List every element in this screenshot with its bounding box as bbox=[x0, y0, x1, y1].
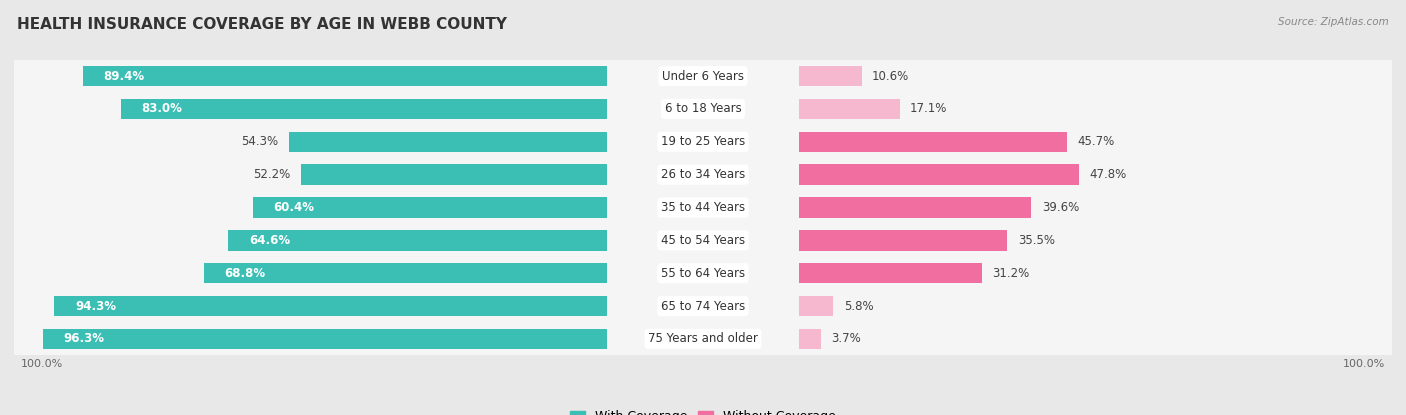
Text: 96.3%: 96.3% bbox=[63, 332, 104, 345]
Bar bbox=[14, 158, 1392, 191]
Text: 35 to 44 Years: 35 to 44 Years bbox=[661, 201, 745, 214]
Bar bbox=[83, 66, 606, 86]
Bar bbox=[800, 66, 862, 86]
Text: HEALTH INSURANCE COVERAGE BY AGE IN WEBB COUNTY: HEALTH INSURANCE COVERAGE BY AGE IN WEBB… bbox=[17, 17, 508, 32]
Text: 100.0%: 100.0% bbox=[1343, 359, 1385, 369]
Bar bbox=[55, 296, 606, 316]
Text: 75 Years and older: 75 Years and older bbox=[648, 332, 758, 345]
Text: 39.6%: 39.6% bbox=[1042, 201, 1078, 214]
Bar bbox=[14, 60, 1392, 93]
Bar bbox=[14, 93, 1392, 125]
Text: 68.8%: 68.8% bbox=[225, 267, 266, 280]
Bar bbox=[204, 263, 606, 283]
Bar bbox=[288, 132, 606, 152]
Legend: With Coverage, Without Coverage: With Coverage, Without Coverage bbox=[565, 405, 841, 415]
Bar bbox=[121, 99, 606, 119]
Text: 45.7%: 45.7% bbox=[1077, 135, 1115, 148]
Text: 5.8%: 5.8% bbox=[844, 300, 873, 312]
Text: 3.7%: 3.7% bbox=[831, 332, 862, 345]
Bar bbox=[14, 125, 1392, 158]
Bar bbox=[14, 322, 1392, 355]
Text: 47.8%: 47.8% bbox=[1090, 168, 1128, 181]
Text: 17.1%: 17.1% bbox=[910, 103, 948, 115]
Bar bbox=[800, 164, 1080, 185]
Text: Under 6 Years: Under 6 Years bbox=[662, 70, 744, 83]
Bar bbox=[228, 230, 606, 251]
Bar bbox=[800, 329, 821, 349]
Text: 94.3%: 94.3% bbox=[75, 300, 117, 312]
Text: 60.4%: 60.4% bbox=[274, 201, 315, 214]
Text: 26 to 34 Years: 26 to 34 Years bbox=[661, 168, 745, 181]
Bar bbox=[14, 290, 1392, 322]
Bar bbox=[800, 132, 1067, 152]
Text: 55 to 64 Years: 55 to 64 Years bbox=[661, 267, 745, 280]
Bar bbox=[14, 224, 1392, 257]
Bar bbox=[800, 230, 1007, 251]
Bar bbox=[301, 164, 606, 185]
Bar bbox=[14, 257, 1392, 290]
Text: Source: ZipAtlas.com: Source: ZipAtlas.com bbox=[1278, 17, 1389, 27]
Bar bbox=[800, 263, 983, 283]
Text: 6 to 18 Years: 6 to 18 Years bbox=[665, 103, 741, 115]
Text: 54.3%: 54.3% bbox=[240, 135, 278, 148]
Text: 35.5%: 35.5% bbox=[1018, 234, 1054, 247]
Bar bbox=[800, 197, 1032, 218]
Text: 52.2%: 52.2% bbox=[253, 168, 291, 181]
Bar bbox=[800, 296, 834, 316]
Text: 31.2%: 31.2% bbox=[993, 267, 1029, 280]
Text: 19 to 25 Years: 19 to 25 Years bbox=[661, 135, 745, 148]
Bar bbox=[800, 99, 900, 119]
Text: 83.0%: 83.0% bbox=[141, 103, 181, 115]
Bar bbox=[14, 191, 1392, 224]
Text: 64.6%: 64.6% bbox=[249, 234, 290, 247]
Text: 65 to 74 Years: 65 to 74 Years bbox=[661, 300, 745, 312]
Bar bbox=[42, 329, 606, 349]
Text: 45 to 54 Years: 45 to 54 Years bbox=[661, 234, 745, 247]
Bar bbox=[253, 197, 606, 218]
Text: 100.0%: 100.0% bbox=[21, 359, 63, 369]
Text: 89.4%: 89.4% bbox=[104, 70, 145, 83]
Text: 10.6%: 10.6% bbox=[872, 70, 910, 83]
